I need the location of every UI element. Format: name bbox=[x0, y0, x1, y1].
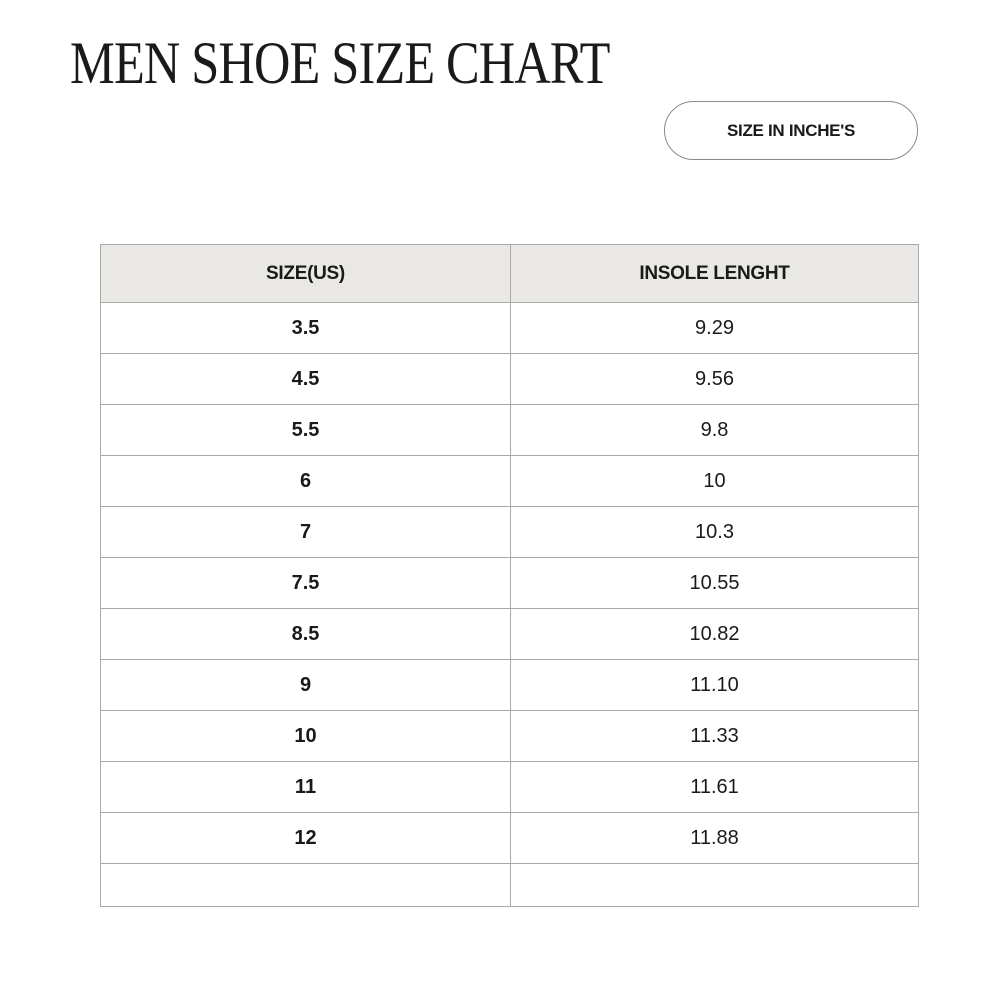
table-row: 6 10 bbox=[100, 455, 919, 507]
size-cell: 11 bbox=[100, 761, 511, 813]
size-cell: 6 bbox=[100, 455, 511, 507]
insole-length-cell: 9.8 bbox=[510, 404, 919, 456]
insole-length-cell: 10.55 bbox=[510, 557, 919, 609]
size-cell: 7 bbox=[100, 506, 511, 558]
table-row: 9 11.10 bbox=[100, 659, 919, 711]
insole-length-cell: 9.56 bbox=[510, 353, 919, 405]
size-cell bbox=[100, 863, 511, 907]
insole-length-cell: 10 bbox=[510, 455, 919, 507]
unit-badge: SIZE IN INCHE'S bbox=[664, 101, 918, 160]
table-row: 4.5 9.56 bbox=[100, 353, 919, 405]
size-table: SIZE(US) INSOLE LENGHT 3.5 9.29 4.5 9.56 5.5… bbox=[100, 244, 919, 907]
size-cell: 10 bbox=[100, 710, 511, 762]
table-row: 3.5 9.29 bbox=[100, 302, 919, 354]
size-cell: 5.5 bbox=[100, 404, 511, 456]
size-cell: 4.5 bbox=[100, 353, 511, 405]
insole-length-cell: 11.88 bbox=[510, 812, 919, 864]
header-size: SIZE(US) bbox=[100, 244, 511, 303]
size-cell: 7.5 bbox=[100, 557, 511, 609]
insole-length-cell: 11.10 bbox=[510, 659, 919, 711]
page-title: MEN SHOE SIZE CHART bbox=[70, 30, 610, 96]
insole-length-cell bbox=[510, 863, 919, 907]
insole-length-cell: 11.61 bbox=[510, 761, 919, 813]
insole-length-cell: 10.82 bbox=[510, 608, 919, 660]
table-row: 5.5 9.8 bbox=[100, 404, 919, 456]
size-cell: 12 bbox=[100, 812, 511, 864]
insole-length-cell: 9.29 bbox=[510, 302, 919, 354]
size-cell: 9 bbox=[100, 659, 511, 711]
table-row: 12 11.88 bbox=[100, 812, 919, 864]
table-row: 8.5 10.82 bbox=[100, 608, 919, 660]
table-row: 11 11.61 bbox=[100, 761, 919, 813]
size-cell: 8.5 bbox=[100, 608, 511, 660]
insole-length-cell: 11.33 bbox=[510, 710, 919, 762]
table-row: 7 10.3 bbox=[100, 506, 919, 558]
insole-length-cell: 10.3 bbox=[510, 506, 919, 558]
header-insole-length: INSOLE LENGHT bbox=[510, 244, 919, 303]
table-header-row: SIZE(US) INSOLE LENGHT bbox=[100, 244, 919, 303]
table-row bbox=[100, 863, 919, 907]
size-cell: 3.5 bbox=[100, 302, 511, 354]
table-row: 7.5 10.55 bbox=[100, 557, 919, 609]
table-row: 10 11.33 bbox=[100, 710, 919, 762]
